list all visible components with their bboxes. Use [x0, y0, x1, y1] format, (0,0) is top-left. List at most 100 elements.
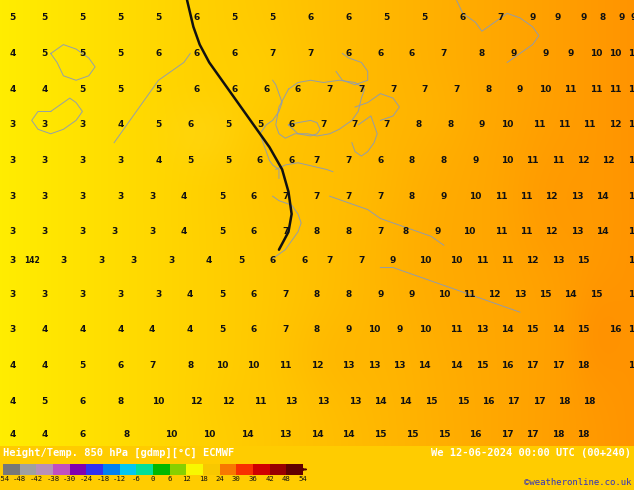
Text: 11: 11: [495, 192, 507, 201]
Text: 6: 6: [155, 49, 162, 58]
Text: 42: 42: [265, 476, 274, 482]
Text: 3: 3: [41, 121, 48, 129]
Text: 4: 4: [41, 361, 48, 370]
Text: 5: 5: [41, 49, 48, 58]
Text: 16: 16: [609, 325, 621, 335]
Text: 142: 142: [24, 256, 39, 266]
Text: 5: 5: [225, 121, 231, 129]
Text: 4: 4: [155, 156, 162, 165]
Text: 3: 3: [10, 192, 16, 201]
Text: 4: 4: [181, 192, 187, 201]
Text: 6: 6: [231, 49, 238, 58]
Text: 3: 3: [79, 156, 86, 165]
Text: 10: 10: [247, 361, 260, 370]
Text: 12: 12: [222, 397, 235, 406]
Text: 8: 8: [409, 156, 415, 165]
Text: 13: 13: [571, 192, 583, 201]
Text: 5: 5: [219, 227, 225, 236]
Text: 4: 4: [206, 256, 212, 266]
Text: 8: 8: [346, 227, 352, 236]
Text: 3: 3: [149, 227, 155, 236]
Text: 4: 4: [10, 361, 16, 370]
Text: 7: 7: [377, 227, 384, 236]
Text: 14: 14: [628, 227, 634, 236]
Text: 14: 14: [552, 325, 564, 335]
Text: 13: 13: [317, 397, 330, 406]
Text: 7: 7: [346, 192, 352, 201]
Text: 3: 3: [117, 290, 124, 299]
Text: 6: 6: [167, 476, 172, 482]
Text: 5: 5: [41, 397, 48, 406]
Text: 3: 3: [168, 256, 174, 266]
Text: 14: 14: [596, 192, 609, 201]
Bar: [103, 464, 120, 475]
Text: 7: 7: [358, 256, 365, 266]
Text: 6: 6: [295, 85, 301, 94]
Text: 8: 8: [485, 85, 491, 94]
Text: 8: 8: [187, 361, 193, 370]
Text: 8: 8: [314, 325, 320, 335]
Text: 15: 15: [577, 256, 590, 266]
Text: 12: 12: [609, 121, 621, 129]
Text: 4: 4: [10, 430, 16, 439]
Text: 10: 10: [539, 85, 552, 94]
Bar: [20, 464, 36, 475]
Text: 9: 9: [441, 192, 447, 201]
Text: 4: 4: [79, 325, 86, 335]
Text: 7: 7: [352, 121, 358, 129]
Text: 18: 18: [577, 430, 590, 439]
Text: 13: 13: [285, 397, 298, 406]
Text: 14: 14: [501, 325, 514, 335]
Text: 8: 8: [599, 13, 605, 23]
Text: 17: 17: [526, 361, 539, 370]
Text: -6: -6: [132, 476, 141, 482]
Text: 16: 16: [628, 325, 634, 335]
Text: 15: 15: [406, 430, 418, 439]
Text: 9: 9: [618, 13, 624, 23]
Text: 12: 12: [577, 156, 590, 165]
Text: 10: 10: [590, 49, 602, 58]
Text: 6: 6: [231, 85, 238, 94]
Text: Height/Temp. 850 hPa [gdmp][°C] ECMWF: Height/Temp. 850 hPa [gdmp][°C] ECMWF: [3, 448, 234, 458]
Text: 8: 8: [479, 49, 485, 58]
Text: 3: 3: [10, 290, 16, 299]
Text: 11: 11: [558, 121, 571, 129]
Text: 12: 12: [190, 397, 203, 406]
Text: 4: 4: [149, 325, 155, 335]
Bar: [170, 464, 186, 475]
Text: 8: 8: [447, 121, 453, 129]
Text: 4: 4: [10, 49, 16, 58]
Text: 14: 14: [399, 397, 412, 406]
Text: 9: 9: [409, 290, 415, 299]
Text: 9: 9: [472, 156, 479, 165]
Text: 4: 4: [41, 430, 48, 439]
Text: 10: 10: [501, 121, 514, 129]
Text: 8: 8: [403, 227, 409, 236]
Text: 7: 7: [390, 85, 396, 94]
Text: 18: 18: [583, 397, 596, 406]
Text: 13: 13: [342, 361, 355, 370]
Bar: [70, 464, 86, 475]
Bar: [287, 464, 303, 475]
Text: 3: 3: [149, 192, 155, 201]
Text: 17: 17: [552, 361, 564, 370]
Text: 10: 10: [501, 156, 514, 165]
Text: 11: 11: [450, 325, 463, 335]
Text: 3: 3: [41, 192, 48, 201]
Text: 11: 11: [628, 85, 634, 94]
Text: 7: 7: [314, 156, 320, 165]
Text: 13: 13: [279, 430, 292, 439]
Text: 13: 13: [393, 361, 406, 370]
Text: 8: 8: [117, 397, 124, 406]
Text: 5: 5: [422, 13, 428, 23]
Text: 3: 3: [117, 156, 124, 165]
Text: 11: 11: [564, 85, 577, 94]
Text: 11: 11: [533, 121, 545, 129]
Text: 5: 5: [79, 49, 86, 58]
Text: 7: 7: [282, 290, 288, 299]
Text: 10: 10: [463, 227, 476, 236]
Text: 9: 9: [567, 49, 574, 58]
Text: ©weatheronline.co.uk: ©weatheronline.co.uk: [524, 478, 631, 487]
Text: 5: 5: [41, 13, 48, 23]
Text: 6: 6: [460, 13, 466, 23]
